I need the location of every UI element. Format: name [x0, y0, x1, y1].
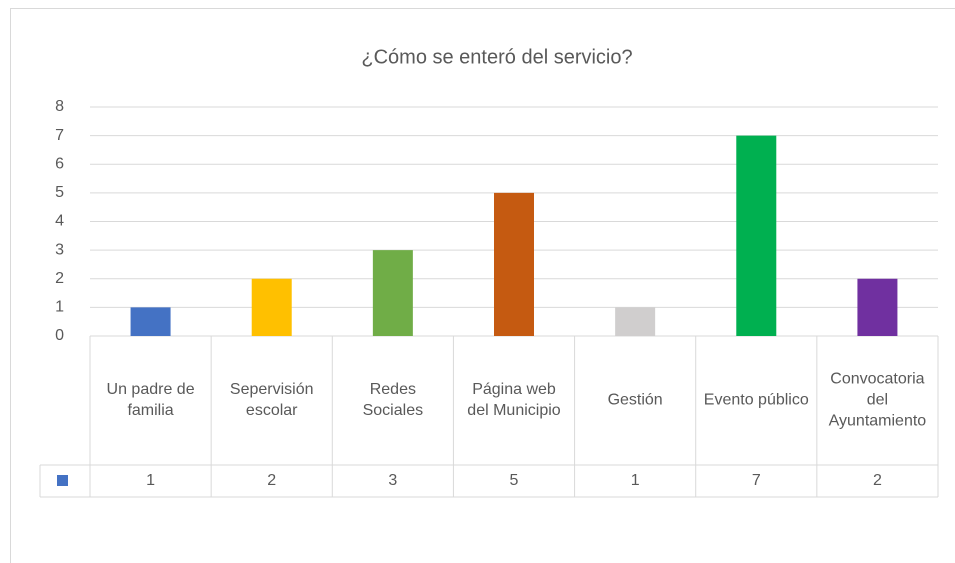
bar [857, 278, 898, 336]
bar [130, 307, 171, 336]
y-tick-label: 0 [55, 327, 64, 344]
chart-border [10, 8, 955, 563]
y-tick-label: 6 [55, 155, 64, 172]
y-tick-label: 8 [55, 98, 64, 115]
bar [251, 278, 292, 336]
y-tick-label: 3 [55, 241, 64, 258]
table-value: 3 [388, 472, 397, 489]
table-value: 5 [510, 472, 519, 489]
data-table [39, 336, 939, 498]
y-tick-label: 7 [55, 127, 64, 144]
x-tick-label: Convocatoria del Ayuntamiento [829, 371, 927, 430]
bar [494, 192, 534, 336]
table-value: 1 [631, 472, 640, 489]
y-tick-label: 1 [55, 299, 64, 316]
table-value: 1 [146, 472, 155, 489]
x-tick-label: Redes Sociales [363, 381, 423, 419]
chart-title: ¿Cómo se enteró del servicio? [361, 46, 632, 68]
table-value: 2 [267, 472, 276, 489]
x-tick-label: Un padre de familia [107, 381, 195, 419]
legend-key [57, 475, 68, 486]
x-tick-label: Evento público [704, 392, 809, 409]
x-tick-label: Sepervisión escolar [230, 381, 314, 419]
table-value: 2 [873, 472, 882, 489]
bar [615, 307, 656, 336]
table-value: 7 [752, 472, 761, 489]
x-tick-label: Página web del Municipio [467, 381, 560, 419]
y-tick-label: 5 [55, 184, 64, 201]
y-tick-label: 2 [55, 270, 64, 287]
bar [372, 250, 413, 336]
bar [736, 135, 777, 336]
y-tick-label: 4 [55, 213, 64, 230]
x-tick-label: Gestión [608, 392, 663, 409]
